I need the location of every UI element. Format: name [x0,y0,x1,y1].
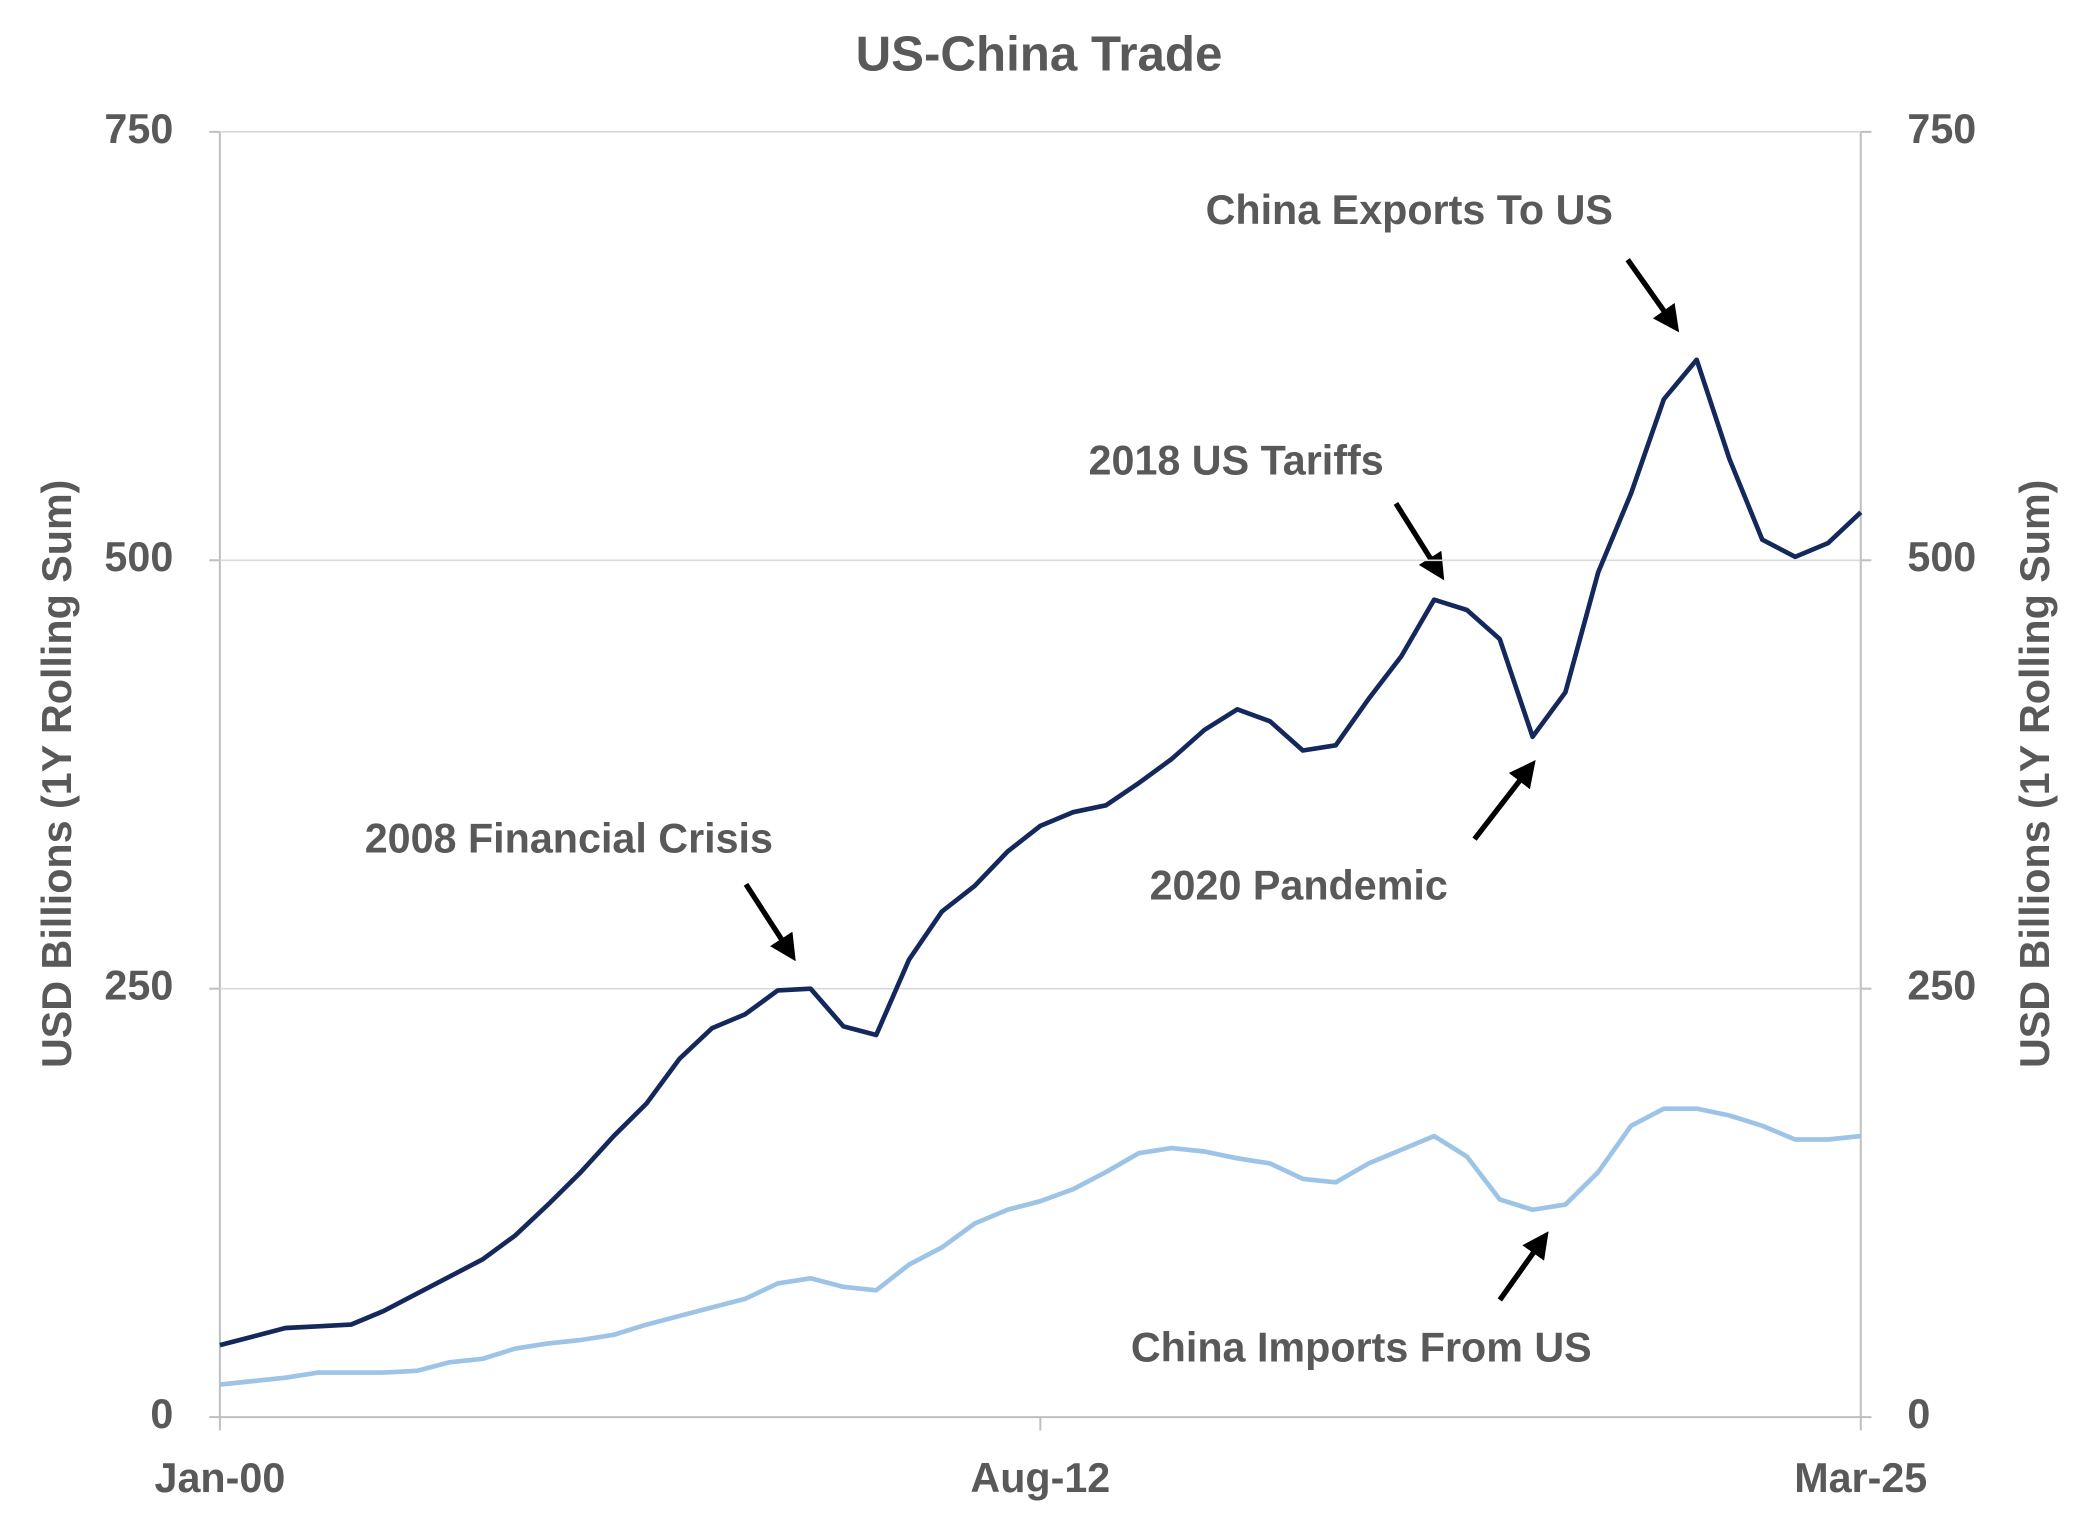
y2-axis-label: USD Billions (1Y Rolling Sum) [2012,480,2058,1068]
annotation-arrow [1472,760,1536,841]
y2-tick-label: 250 [1907,963,1976,1009]
annotation: 2018 US Tariffs [1089,437,1384,483]
annotation-arrow [743,882,796,962]
y-axis-label: USD Billions (1Y Rolling Sum) [34,480,80,1068]
y-tick-label: 500 [104,534,173,580]
y2-tick-label: 500 [1907,534,1976,580]
x-tick-label: Jan-00 [155,1455,286,1501]
data-line [219,1106,1862,1387]
x-tick-label: Mar-25 [1794,1455,1927,1501]
annotation: 2020 Pandemic [1150,862,1448,908]
y-tick-label: 750 [104,106,173,152]
annotation: 2008 Financial Crisis [365,816,773,862]
x-tick-label: Aug-12 [970,1455,1110,1501]
annotation-arrow [1497,1231,1549,1302]
y-tick-label: 250 [104,963,173,1009]
chart-title: US-China Trade [856,26,1223,81]
data-line [219,357,1863,1348]
annotation-arrow [1393,502,1445,581]
y2-tick-label: 750 [1907,106,1976,152]
annotation: China Imports From US [1131,1324,1592,1370]
annotation: China Exports To US [1206,187,1613,233]
y-tick-label: 0 [150,1391,173,1437]
y2-tick-label: 0 [1907,1391,1930,1437]
annotation-arrow [1625,258,1680,333]
